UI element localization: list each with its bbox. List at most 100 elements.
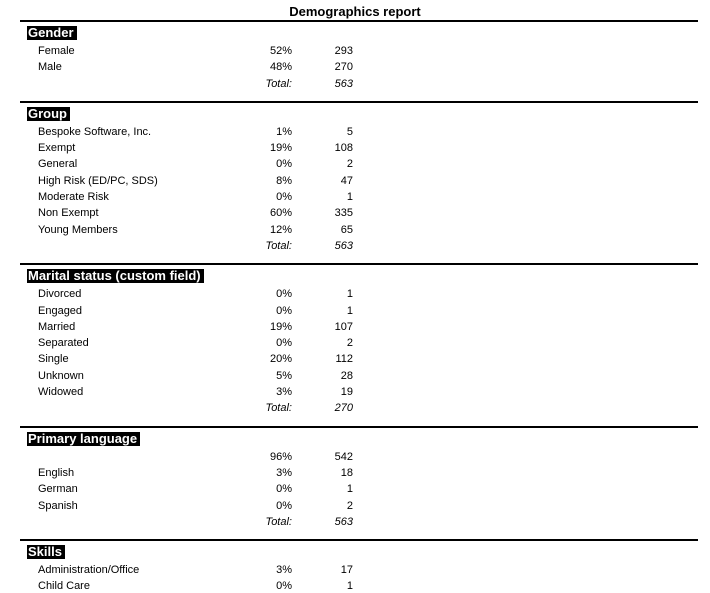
row-percent: 3% — [276, 564, 292, 577]
table-row: Unknown 5% 28 — [0, 368, 710, 384]
table-row: Bespoke Software, Inc. 1% 5 — [0, 124, 710, 140]
row-percent: 20% — [269, 353, 292, 366]
row-count: 293 — [334, 45, 353, 57]
section-header: Marital status (custom field) — [27, 269, 204, 284]
report-body: Gender Female 52% 293 Male 48% 270 Total: 563 Gro… — [0, 20, 710, 593]
row-label: Young Members — [38, 223, 118, 236]
row-count: 17 — [340, 564, 353, 577]
section-header: Primary language — [27, 431, 141, 446]
row-percent: 3% — [276, 466, 292, 479]
row-count: 47 — [340, 174, 353, 187]
row-percent: 0% — [276, 580, 292, 593]
section-divider — [20, 539, 698, 542]
table-row: 96% 542 — [0, 449, 710, 465]
row-label: English — [38, 466, 75, 479]
row-count: 112 — [335, 353, 353, 366]
row-count: 1 — [346, 304, 353, 317]
row-count: 107 — [334, 320, 353, 333]
row-count: 2 — [346, 337, 353, 350]
row-percent: 96% — [269, 450, 292, 463]
row-label: Separated — [38, 337, 89, 350]
table-row: Widowed 3% 19 — [0, 384, 710, 400]
row-percent: 0% — [276, 191, 292, 204]
table-row: Separated 0% 2 — [0, 335, 710, 351]
row-count: 19 — [340, 386, 353, 399]
row-percent: 0% — [276, 158, 292, 171]
section-rows: Administration/Office 3% 17 Child Care 0% 1 — [0, 562, 710, 593]
section-header: Skills — [27, 545, 65, 560]
section-rows: Divorced 0% 1 Engaged 0% 1 Married 19% 107 Separa… — [0, 286, 710, 416]
row-percent: 0% — [276, 304, 292, 317]
row-count: 1 — [346, 191, 353, 204]
total-count: 563 — [334, 77, 353, 90]
row-count: 2 — [346, 158, 353, 171]
table-row: Male 48% 270 — [0, 59, 710, 75]
section-header-row: Skills — [27, 545, 710, 560]
table-row: High Risk (ED/PC, SDS) 8% 47 — [0, 173, 710, 189]
row-percent: 0% — [276, 337, 292, 350]
total-label: Total: — [265, 77, 292, 90]
section-header-row: Gender — [27, 26, 710, 40]
table-row: Spanish 0% 2 — [0, 498, 710, 514]
row-percent: 5% — [276, 369, 292, 382]
row-label: Female — [38, 45, 75, 57]
total-row: Total: 563 — [0, 238, 710, 254]
row-count: 18 — [340, 466, 353, 479]
table-row: Child Care 0% 1 — [0, 578, 710, 593]
table-row: General 0% 2 — [0, 156, 710, 172]
row-percent: 12% — [269, 223, 292, 236]
row-label: High Risk (ED/PC, SDS) — [38, 174, 158, 187]
row-percent: 3% — [276, 386, 292, 399]
row-percent: 0% — [276, 499, 292, 512]
total-row: Total: 270 — [0, 400, 710, 416]
row-count: 270 — [334, 61, 353, 74]
row-label: Child Care — [38, 580, 90, 593]
table-row: Single 20% 112 — [0, 351, 710, 367]
table-row: Divorced 0% 1 — [0, 286, 710, 302]
total-count: 563 — [334, 239, 353, 252]
total-row: Total: 563 — [0, 76, 710, 92]
row-label: Moderate Risk — [38, 191, 109, 204]
row-percent: 48% — [269, 61, 292, 74]
row-label: Married — [38, 320, 76, 333]
row-count: 5 — [346, 125, 353, 138]
row-label: General — [38, 158, 78, 171]
row-label: Spanish — [38, 499, 78, 512]
section-divider — [20, 100, 698, 103]
total-label: Total: — [265, 239, 292, 252]
row-count: 2 — [346, 499, 353, 512]
table-row: German 0% 1 — [0, 481, 710, 497]
row-count: 28 — [340, 369, 353, 382]
section-divider — [20, 425, 698, 428]
row-count: 542 — [334, 450, 353, 463]
row-percent: 19% — [269, 142, 292, 155]
row-percent: 0% — [276, 288, 292, 301]
row-label: Widowed — [38, 386, 84, 399]
table-row: Engaged 0% 1 — [0, 303, 710, 319]
section-header-row: Marital status (custom field) — [27, 269, 710, 284]
section-rows: 96% 542 English 3% 18 German 0% 1 Spanish 0% 2 Tota… — [0, 449, 710, 530]
row-percent: 19% — [269, 320, 292, 333]
section-header-row: Primary language — [27, 431, 710, 446]
row-label: Single — [38, 353, 69, 366]
row-count: 335 — [334, 207, 353, 220]
table-row: Female 52% 293 — [0, 43, 710, 59]
table-row: Non Exempt 60% 335 — [0, 205, 710, 221]
section-header: Group — [27, 106, 70, 121]
table-row: Young Members 12% 65 — [0, 222, 710, 238]
total-label: Total: — [265, 402, 292, 415]
row-percent: 52% — [269, 45, 292, 57]
row-label: Administration/Office — [38, 564, 140, 577]
total-row: Total: 563 — [0, 514, 710, 530]
section-divider — [20, 263, 698, 266]
row-count: 1 — [346, 580, 353, 593]
table-row: Administration/Office 3% 17 — [0, 562, 710, 578]
section-divider — [20, 20, 698, 22]
total-count: 270 — [334, 402, 353, 415]
row-count: 65 — [340, 223, 353, 236]
table-row: Moderate Risk 0% 1 — [0, 189, 710, 205]
row-label: Exempt — [38, 142, 76, 155]
row-count: 1 — [346, 288, 353, 301]
section-rows: Female 52% 293 Male 48% 270 Total: 563 — [0, 43, 710, 92]
